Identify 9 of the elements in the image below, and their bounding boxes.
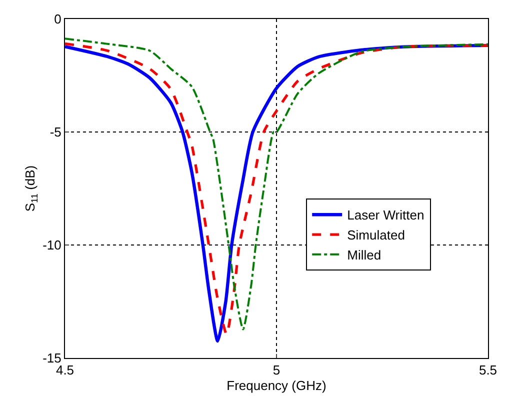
x-tick-label: 5.5 [478, 362, 498, 378]
x-tick-label: 5 [272, 362, 280, 378]
y-tick-label: -5 [50, 124, 62, 140]
legend-label: Simulated [347, 228, 405, 243]
y-tick-label: -10 [42, 238, 62, 253]
x-axis-title: Frequency (GHz) [226, 378, 326, 394]
y-tick-label: 0 [54, 12, 62, 27]
legend-label: Laser Written [347, 208, 424, 223]
legend-label: Milled [347, 247, 382, 262]
